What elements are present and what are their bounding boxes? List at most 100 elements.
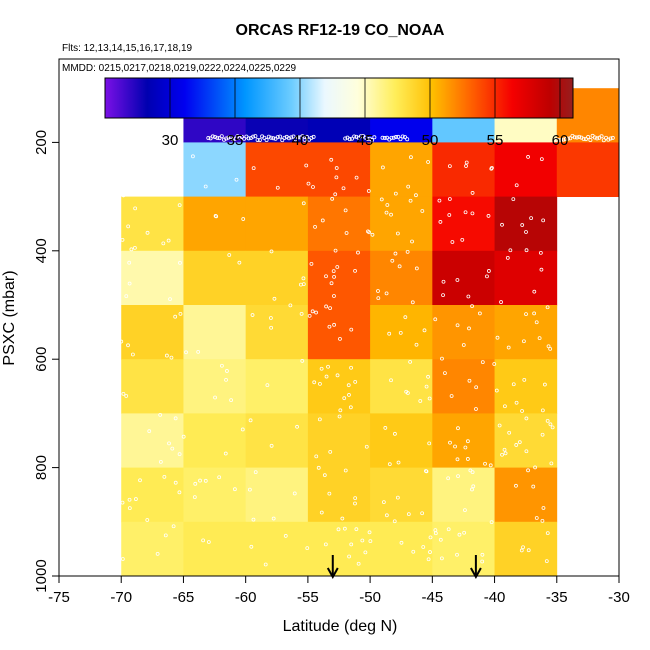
heatmap-cell: [432, 413, 495, 468]
observation-point: [168, 297, 172, 302]
observation-point: [534, 516, 539, 520]
observation-point: [545, 418, 550, 423]
observation-point: [514, 183, 519, 188]
observation-point: [286, 136, 291, 141]
x-tick-label: -35: [546, 589, 568, 606]
observation-point: [389, 212, 393, 217]
observation-point: [161, 241, 166, 246]
observation-point: [311, 134, 316, 139]
observation-point: [497, 423, 502, 428]
colorbar-gradient: [104, 77, 574, 119]
x-tick-label: -60: [235, 589, 257, 606]
observation-point: [184, 350, 188, 355]
observation-point: [466, 294, 471, 299]
observation-point: [577, 134, 582, 139]
observation-point: [237, 260, 242, 265]
observation-point: [300, 134, 305, 139]
observation-point: [213, 134, 218, 139]
observation-point: [367, 530, 372, 535]
observation-point: [511, 382, 516, 387]
observation-point: [408, 198, 413, 203]
observation-point: [405, 249, 410, 254]
observation-point: [121, 391, 126, 396]
observation-point: [349, 542, 354, 547]
observation-point: [554, 137, 559, 142]
observation-point: [301, 201, 306, 206]
plot-frame: [58, 58, 620, 577]
observation-point: [532, 311, 537, 316]
observation-point: [540, 432, 545, 437]
observation-point: [541, 218, 546, 223]
heatmap-cell: [370, 250, 433, 306]
observation-point: [489, 520, 494, 525]
heatmap-cell: [370, 305, 433, 360]
observation-point: [217, 475, 222, 480]
observation-point: [343, 208, 348, 213]
observation-point: [403, 315, 408, 320]
observation-point: [526, 548, 531, 553]
observation-point: [348, 405, 353, 410]
observation-point: [289, 135, 294, 140]
observation-point: [427, 396, 432, 401]
heatmap-cell: [307, 359, 371, 414]
observation-point: [524, 416, 529, 421]
observation-point: [314, 310, 318, 315]
observation-point: [304, 163, 309, 168]
observation-point: [306, 181, 311, 186]
observation-point: [370, 232, 375, 237]
observation-point: [203, 478, 208, 483]
observation-point: [155, 178, 160, 183]
observation-point: [283, 534, 288, 538]
observation-point: [326, 364, 330, 369]
observation-point: [568, 136, 573, 141]
observation-point: [485, 274, 489, 279]
observation-point: [461, 343, 466, 347]
heatmap-cell: [494, 305, 558, 360]
observation-point: [341, 186, 346, 191]
observation-point: [534, 320, 539, 325]
observation-point: [230, 137, 235, 142]
observation-point: [269, 135, 274, 140]
observation-point: [347, 554, 351, 559]
observation-point: [382, 136, 387, 141]
observation-point: [447, 164, 452, 169]
observation-point: [192, 495, 197, 500]
observation-point: [127, 281, 132, 286]
observation-point: [437, 198, 442, 203]
observation-point: [329, 157, 334, 162]
observation-point: [517, 440, 522, 445]
colorbar-tick-label: 35: [227, 132, 244, 149]
observation-point: [383, 426, 388, 430]
observation-point: [214, 214, 219, 219]
observation-point: [155, 551, 160, 556]
observation-point: [353, 501, 357, 506]
observation-point: [333, 248, 338, 253]
y-axis: 200 400 600 800 1000: [33, 130, 59, 593]
observation-point: [389, 135, 394, 140]
observation-point: [347, 137, 352, 142]
observation-point: [540, 408, 545, 413]
observation-point: [572, 135, 577, 140]
colorbar-tick-label: 30: [162, 132, 179, 149]
observation-point: [398, 330, 403, 335]
observation-point: [389, 378, 393, 383]
observation-point: [506, 345, 511, 350]
observation-point: [522, 339, 526, 344]
observation-point: [295, 424, 299, 429]
y-tick-label: 1000: [33, 559, 50, 592]
observation-point: [411, 549, 416, 554]
observation-point: [393, 431, 397, 436]
observation-point: [313, 225, 317, 229]
observation-point: [410, 239, 414, 244]
heatmap-cell: [121, 250, 184, 306]
observation-point: [181, 434, 186, 439]
heatmap-cell: [432, 359, 495, 414]
observation-point: [280, 138, 285, 143]
observation-point: [338, 336, 342, 341]
observation-point: [526, 155, 530, 159]
observation-point: [494, 388, 499, 393]
observation-point: [395, 231, 400, 236]
observation-point: [557, 138, 562, 143]
observation-point: [343, 136, 348, 141]
colorbar-tick-label: 55: [487, 132, 504, 149]
